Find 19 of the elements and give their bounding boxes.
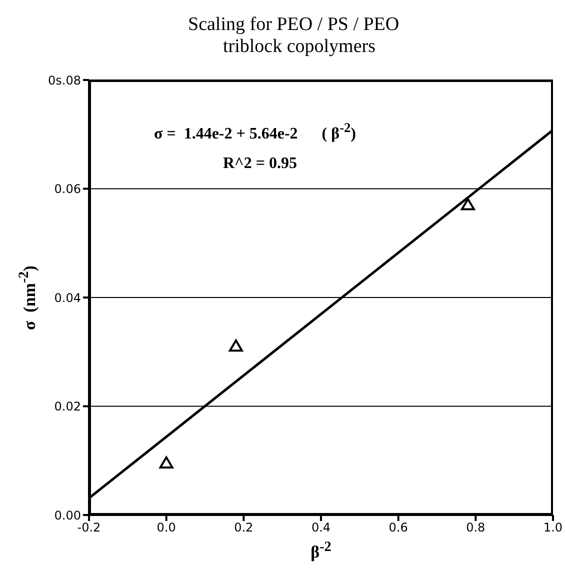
y-tick-label: 0.00 (54, 508, 81, 522)
x-tick-label: 1.0 (543, 520, 563, 535)
annotation: σ = 1.44e-2 + 5.64e-2 ( β$^{-2}$) (154, 120, 356, 144)
y-tick-label: 0.02 (54, 400, 81, 414)
point (159, 456, 174, 469)
point (228, 339, 243, 352)
y-tick-label: 0.04 (54, 290, 81, 305)
y-tick-label: 0s.08 (48, 73, 81, 88)
x-tick-label: 0.6 (388, 520, 408, 535)
x-tick-label: 0.4 (311, 520, 331, 535)
y-tick-label: 0.06 (54, 182, 81, 196)
x-tick-label: 0.0 (156, 520, 176, 535)
x-axis-title: β$^{-2}$ (310, 539, 332, 563)
chart-title: Scaling for PEO / PS / PEO triblock copolymers (188, 14, 400, 58)
point (460, 198, 475, 210)
annotation: R^2 = 0.95 (223, 155, 297, 173)
x-tick-label: 0.8 (466, 520, 486, 535)
x-tick-label: -0.2 (77, 520, 101, 535)
x-tick-label: 0.2 (234, 520, 254, 535)
